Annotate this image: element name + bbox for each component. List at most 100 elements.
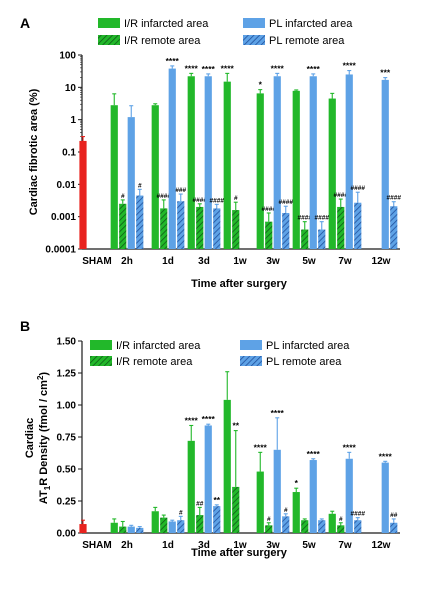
panel-b-bar-ir-remote-3d bbox=[196, 515, 204, 533]
panel-b-letter: B bbox=[20, 318, 30, 334]
panel-a-y-tick-label: 0.001 bbox=[51, 212, 76, 223]
panel-a-significance-label: **** bbox=[343, 61, 357, 71]
panel-b-y-tick-label: 1.00 bbox=[57, 401, 77, 412]
panel-a-bar-ir-infarcted-1w bbox=[223, 81, 231, 250]
panel-b-bar-ir-infarcted-1w bbox=[223, 399, 231, 533]
panel-b-significance-label: **** bbox=[254, 442, 268, 452]
panel-b-significance-label: **** bbox=[185, 415, 199, 425]
panel-b-significance-label: **** bbox=[202, 414, 216, 424]
panel-a-x-tick-label: 5w bbox=[302, 256, 316, 267]
panel-a-bar-sham bbox=[79, 140, 87, 249]
panel-b-y-tick-label: 0.00 bbox=[57, 529, 77, 540]
panel-a-x-tick-label: 3w bbox=[266, 256, 280, 267]
panel-b-significance-label: # bbox=[339, 516, 343, 523]
legend-b-pl-remote-label: PL remote area bbox=[266, 356, 342, 368]
panel-b-bar-pl-infarcted-2h bbox=[127, 526, 135, 533]
panel-a-significance-label: **** bbox=[166, 56, 180, 66]
panel-b-x-tick-label: 3d bbox=[198, 540, 210, 551]
panel-a-bar-ir-remote-1w bbox=[232, 210, 240, 249]
panel-b-significance-label: * bbox=[295, 478, 299, 488]
panel-a-x-tick-label: 12w bbox=[372, 256, 391, 267]
panel-a-y-tick-label: 100 bbox=[59, 51, 76, 62]
panel-b-bar-ir-infarcted-2h bbox=[110, 522, 118, 533]
panel-a-bar-ir-infarcted-3w bbox=[256, 93, 264, 249]
panel-b-significance-label: # bbox=[179, 509, 183, 516]
panel-b-bar-ir-infarcted-1d bbox=[151, 511, 159, 533]
panel-a-bar-pl-remote-3d bbox=[213, 208, 221, 249]
panel-a-x-tick-label: 2h bbox=[121, 256, 133, 267]
panel-b-bar-pl-infarcted-7w bbox=[345, 458, 353, 533]
panel-b-x-axis-title: Time after surgery bbox=[191, 547, 288, 559]
panel-a-y-tick-label: 0.0001 bbox=[45, 245, 76, 256]
panel-a-significance-label: #### bbox=[387, 195, 402, 202]
panel-a-significance-label: # bbox=[234, 195, 238, 202]
legend-a-pl-remote-label: PL remote area bbox=[269, 35, 345, 47]
legend-b-ir-infarcted-label: I/R infarcted area bbox=[116, 340, 201, 352]
panel-b-bar-ir-remote-2h bbox=[119, 526, 127, 533]
legend-a-pl-infarcted-label: PL infarcted area bbox=[269, 18, 353, 30]
panel-b-x-tick-label: 1w bbox=[233, 540, 247, 551]
panel-b-y-tick-label: 1.50 bbox=[57, 337, 77, 348]
panel-a-bar-pl-infarcted-3w bbox=[273, 76, 281, 250]
panel-b-significance-label: **** bbox=[343, 442, 357, 452]
panel-a-x-tick-label: 7w bbox=[338, 256, 352, 267]
panel-b-bar-ir-remote-1w bbox=[232, 486, 240, 533]
panel-a-significance-label: **** bbox=[221, 63, 235, 73]
panel-b-x-tick-label: SHAM bbox=[82, 540, 111, 551]
panel-a-bar-ir-remote-5w bbox=[301, 229, 309, 249]
legend-a-pl-infarcted-swatch bbox=[243, 18, 265, 28]
panel-b-significance-label: ## bbox=[390, 512, 398, 519]
panel-b-bar-pl-remote-3d bbox=[213, 506, 221, 533]
panel-a-x-tick-label: 1w bbox=[233, 256, 247, 267]
panel-a-bar-pl-infarcted-5w bbox=[309, 76, 317, 250]
legend-a-ir-infarcted-swatch bbox=[98, 18, 120, 28]
panel-b-bar-pl-infarcted-12w bbox=[381, 462, 389, 533]
panel-a-x-axis-title: Time after surgery bbox=[191, 278, 288, 290]
panel-b-significance-label: ** bbox=[213, 495, 220, 505]
panel-b-bar-pl-remote-2h bbox=[136, 527, 144, 533]
panel-a-x-tick-label: SHAM bbox=[82, 256, 111, 267]
panel-a-significance-label: #### bbox=[298, 215, 313, 222]
panel-a-letter: A bbox=[20, 15, 30, 31]
panel-b-significance-label: **** bbox=[271, 408, 285, 418]
panel-a-bar-ir-remote-7w bbox=[337, 206, 345, 249]
panel-a-bar-ir-remote-3d bbox=[196, 206, 204, 249]
panel-a-significance-label: **** bbox=[307, 64, 321, 74]
panel-b-significance-label: ** bbox=[232, 421, 239, 431]
panel-a-bar-pl-remote-7w bbox=[354, 202, 362, 249]
panel-a-significance-label: **** bbox=[202, 64, 216, 74]
panel-a-y-tick-label: 1 bbox=[70, 115, 76, 126]
panel-b-significance-label: #### bbox=[351, 511, 366, 518]
panel-a-y-axis-title: Cardiac fibrotic area (%) bbox=[28, 88, 40, 215]
panel-b-bar-ir-remote-5w bbox=[301, 520, 309, 533]
panel-b-plot: 0.00 0.25 0.50 0.75 1.00 1.25 1.50 SHAM 2h 1d 3d 1w… bbox=[57, 337, 400, 551]
panel-a-bar-pl-remote-1d bbox=[177, 201, 185, 249]
panel-b-significance-label: **** bbox=[379, 451, 393, 461]
panel-a-bar-pl-infarcted-1d bbox=[168, 68, 176, 249]
panel-b-y-axis-title-line2: AT1R Density (fmol / cm2) bbox=[36, 372, 52, 505]
panel-a-significance-label: # bbox=[138, 182, 142, 189]
panel-a-significance-label: #### bbox=[157, 193, 172, 200]
panel-b-bar-pl-remote-1d bbox=[177, 520, 185, 533]
panel-a-bar-pl-infarcted-7w bbox=[345, 74, 353, 249]
panel-b-bar-ir-infarcted-7w bbox=[328, 513, 336, 533]
legend-b-pl-infarcted-swatch bbox=[240, 340, 262, 350]
panel-a-significance-label: **** bbox=[185, 63, 199, 73]
panel-a-y-tick-label: 10 bbox=[65, 83, 77, 94]
panel-a-significance-label: #### bbox=[334, 192, 349, 199]
panel-a-plot: 0.0001 0.001 0.01 0.1 1 10 100 SHAM 2h 1d 3d 1w 3w 5w… bbox=[45, 51, 401, 268]
legend-b-pl-infarcted-label: PL infarcted area bbox=[266, 340, 350, 352]
panel-b-y-axis-title-line1: Cardiac bbox=[24, 418, 36, 458]
panel-a-bar-ir-infarcted-3d bbox=[187, 76, 195, 250]
legend-b-pl-remote-swatch bbox=[240, 356, 262, 366]
legend-a-ir-remote-swatch bbox=[98, 35, 120, 45]
panel-a-bar-pl-remote-3w bbox=[282, 212, 290, 249]
legend-a-ir-remote-label: I/R remote area bbox=[124, 35, 201, 47]
panel-a-significance-label: **** bbox=[271, 63, 285, 73]
panel-a-significance-label: #### bbox=[315, 215, 330, 222]
panel-a-bar-pl-infarcted-3d bbox=[204, 76, 212, 250]
panel-a-bar-ir-infarcted-1d bbox=[151, 105, 159, 249]
legend-b-ir-remote-swatch bbox=[90, 356, 112, 366]
panel-a-bar-ir-infarcted-7w bbox=[328, 98, 336, 249]
